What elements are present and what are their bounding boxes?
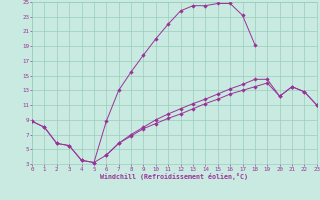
X-axis label: Windchill (Refroidissement éolien,°C): Windchill (Refroidissement éolien,°C) [100,173,248,180]
